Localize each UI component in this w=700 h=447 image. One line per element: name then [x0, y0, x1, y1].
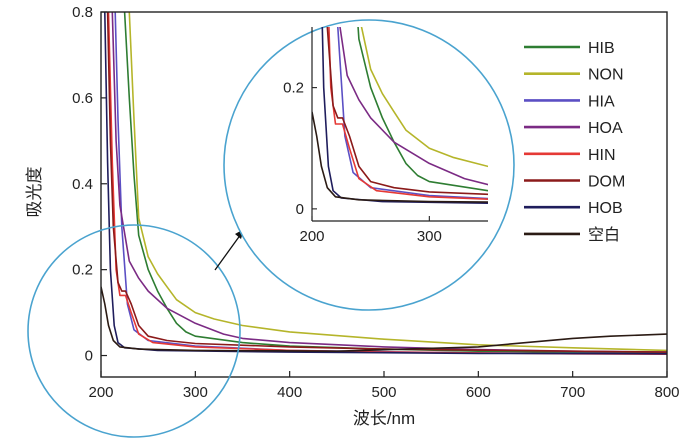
- inset-circle: [223, 19, 515, 311]
- zoom-source-circle: [27, 224, 241, 438]
- x-tick-label: 400: [277, 384, 302, 401]
- plot-frame: [100, 11, 668, 378]
- legend-label: HIN: [588, 147, 616, 164]
- x-tick-label: 800: [654, 384, 679, 401]
- inset-series-line-7: [321, 27, 488, 204]
- x-tick-label: 700: [560, 384, 585, 401]
- inset-series-line-1: [357, 27, 488, 192]
- inset-series-line-5: [328, 27, 488, 201]
- inset-series-line-6: [326, 27, 488, 196]
- y-tick-label: 0.8: [72, 4, 93, 21]
- inset-y-tick-label: 0: [296, 201, 304, 218]
- y-tick-label: 0.2: [72, 262, 93, 279]
- inset-y-tick-label: 0.2: [283, 80, 304, 97]
- x-tick-label: 500: [371, 384, 396, 401]
- main-axis-ticks: 200 300 400 500 600 700 800 0 0.2 0.4 0.6 0.8: [72, 4, 679, 401]
- inset-x-tick-label: 300: [417, 228, 442, 245]
- legend-label: HIB: [588, 40, 615, 57]
- inset-series-group: [312, 27, 488, 204]
- main-series-group: [101, 12, 667, 355]
- legend-label: DOM: [588, 174, 625, 191]
- legend-label: HOB: [588, 200, 623, 217]
- x-tick-label: 200: [88, 384, 113, 401]
- inset-series-line-2: [360, 27, 488, 168]
- series-line-7: [104, 12, 667, 355]
- y-tick-label: 0.6: [72, 90, 93, 107]
- series-line-6: [106, 12, 667, 353]
- legend-label: NON: [588, 67, 624, 84]
- inset-axis-ticks: 200 300 0 0.2: [283, 80, 442, 245]
- y-tick-label: 0: [85, 348, 93, 365]
- y-tick-label: 0.4: [72, 176, 93, 193]
- legend: HIB NON HIA HOA HIN DOM HOB 空白: [524, 40, 625, 244]
- inset-series-line-8: [312, 111, 488, 203]
- x-tick-label: 300: [183, 384, 208, 401]
- series-line-8: [101, 286, 667, 352]
- zoom-arrow-line: [214, 233, 242, 271]
- inset-series-line-4: [339, 27, 488, 186]
- legend-label: HIA: [588, 93, 615, 110]
- inset-x-tick-label: 200: [299, 228, 324, 245]
- legend-label: 空白: [588, 226, 620, 244]
- x-tick-label: 600: [466, 384, 491, 401]
- y-axis-label: 吸光度: [25, 167, 44, 218]
- x-axis-label: 波长/nm: [353, 409, 415, 428]
- legend-label: HOA: [588, 120, 623, 137]
- series-line-2: [128, 12, 667, 352]
